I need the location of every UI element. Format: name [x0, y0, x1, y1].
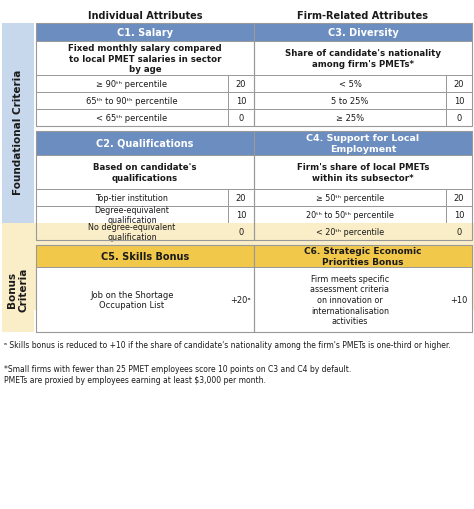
Bar: [254, 207, 446, 223]
Text: No degree-equivalent
qualification: No degree-equivalent qualification: [88, 222, 176, 242]
Text: 5 to 25%: 5 to 25%: [331, 97, 369, 106]
Bar: [228, 76, 254, 93]
Bar: [446, 110, 472, 127]
Bar: [254, 93, 446, 110]
Text: < 65ᵗʰ percentile: < 65ᵗʰ percentile: [96, 114, 168, 123]
Bar: [36, 132, 254, 156]
Text: Individual Attributes: Individual Attributes: [88, 11, 202, 21]
Bar: [254, 24, 472, 127]
Bar: [254, 245, 472, 267]
Bar: [36, 132, 254, 241]
Bar: [254, 132, 472, 241]
Bar: [36, 267, 254, 332]
Bar: [36, 223, 228, 241]
Bar: [36, 42, 254, 76]
Text: Firm's share of local PMETs
within its subsector*: Firm's share of local PMETs within its s…: [297, 163, 429, 183]
Text: Fixed monthly salary compared
to local PMET salaries in sector
by age: Fixed monthly salary compared to local P…: [68, 44, 222, 74]
Text: +10: +10: [450, 295, 468, 304]
Text: 20ᵗʰ to 50ᵗʰ percentile: 20ᵗʰ to 50ᵗʰ percentile: [306, 211, 394, 219]
Bar: [36, 156, 254, 190]
Bar: [254, 267, 472, 332]
Text: 10: 10: [236, 97, 246, 106]
Bar: [228, 207, 254, 223]
Bar: [446, 93, 472, 110]
Bar: [254, 223, 446, 241]
Bar: [254, 245, 472, 332]
Bar: [254, 24, 472, 42]
Bar: [446, 190, 472, 207]
Text: < 20ᵗʰ percentile: < 20ᵗʰ percentile: [316, 228, 384, 237]
Text: Degree-equivalent
qualification: Degree-equivalent qualification: [94, 205, 169, 225]
Bar: [36, 207, 228, 223]
Bar: [2, 24, 34, 241]
Text: 0: 0: [238, 114, 244, 123]
Bar: [254, 156, 472, 190]
Bar: [36, 245, 254, 332]
Text: 20: 20: [236, 80, 246, 89]
Text: C6. Strategic Economic
Priorities Bonus: C6. Strategic Economic Priorities Bonus: [304, 247, 422, 266]
Bar: [254, 42, 472, 76]
Text: C5. Skills Bonus: C5. Skills Bonus: [101, 251, 189, 262]
Text: C2. Qualifications: C2. Qualifications: [96, 139, 194, 149]
Text: 10: 10: [454, 97, 464, 106]
Bar: [36, 76, 228, 93]
Text: 10: 10: [236, 211, 246, 219]
Bar: [36, 110, 228, 127]
Bar: [254, 132, 472, 156]
Text: ᵃ Skills bonus is reduced to +10 if the share of candidate's nationality among t: ᵃ Skills bonus is reduced to +10 if the …: [4, 341, 451, 349]
Bar: [2, 245, 34, 332]
Bar: [446, 207, 472, 223]
Bar: [254, 76, 446, 93]
Text: +20ᵃ: +20ᵃ: [231, 295, 251, 304]
Bar: [228, 223, 254, 241]
Text: Share of candidate's nationality
among firm's PMETs*: Share of candidate's nationality among f…: [285, 49, 441, 69]
Bar: [36, 245, 254, 267]
Text: C4. Support for Local
Employment: C4. Support for Local Employment: [306, 134, 419, 154]
Bar: [2, 223, 474, 310]
Text: 20: 20: [454, 193, 464, 203]
Text: ≥ 50ᵗʰ percentile: ≥ 50ᵗʰ percentile: [316, 193, 384, 203]
Text: Bonus
Criteria: Bonus Criteria: [7, 267, 29, 311]
Bar: [228, 93, 254, 110]
Bar: [254, 190, 446, 207]
Text: *Small firms with fewer than 25 PMET employees score 10 points on C3 and C4 by d: *Small firms with fewer than 25 PMET emp…: [4, 364, 351, 384]
Bar: [254, 8, 472, 24]
Text: C3. Diversity: C3. Diversity: [328, 28, 398, 38]
Text: 20: 20: [236, 193, 246, 203]
Text: 0: 0: [456, 228, 462, 237]
Text: < 5%: < 5%: [338, 80, 362, 89]
Bar: [36, 93, 228, 110]
Text: Firm-Related Attributes: Firm-Related Attributes: [298, 11, 428, 21]
Text: ≥ 25%: ≥ 25%: [336, 114, 364, 123]
Text: Foundational Criteria: Foundational Criteria: [13, 70, 23, 195]
Bar: [228, 190, 254, 207]
Bar: [446, 223, 472, 241]
Text: 0: 0: [238, 228, 244, 237]
Text: Firm meets specific
assessment criteria
on innovation or
internationalisation
ac: Firm meets specific assessment criteria …: [310, 274, 390, 326]
Bar: [36, 24, 254, 127]
Text: C1. Salary: C1. Salary: [117, 28, 173, 38]
Text: 10: 10: [454, 211, 464, 219]
Text: Based on candidate's
qualifications: Based on candidate's qualifications: [93, 163, 197, 183]
Bar: [446, 76, 472, 93]
Text: Job on the Shortage
Occupation List: Job on the Shortage Occupation List: [90, 290, 174, 310]
Text: ≥ 90ᵗʰ percentile: ≥ 90ᵗʰ percentile: [96, 80, 168, 89]
Bar: [36, 24, 254, 42]
Bar: [254, 110, 446, 127]
Text: 0: 0: [456, 114, 462, 123]
Bar: [36, 190, 228, 207]
Bar: [228, 110, 254, 127]
Bar: [36, 8, 254, 24]
Text: Top-tier institution: Top-tier institution: [96, 193, 168, 203]
Text: 65ᵗʰ to 90ᵗʰ percentile: 65ᵗʰ to 90ᵗʰ percentile: [86, 97, 178, 106]
Text: 20: 20: [454, 80, 464, 89]
